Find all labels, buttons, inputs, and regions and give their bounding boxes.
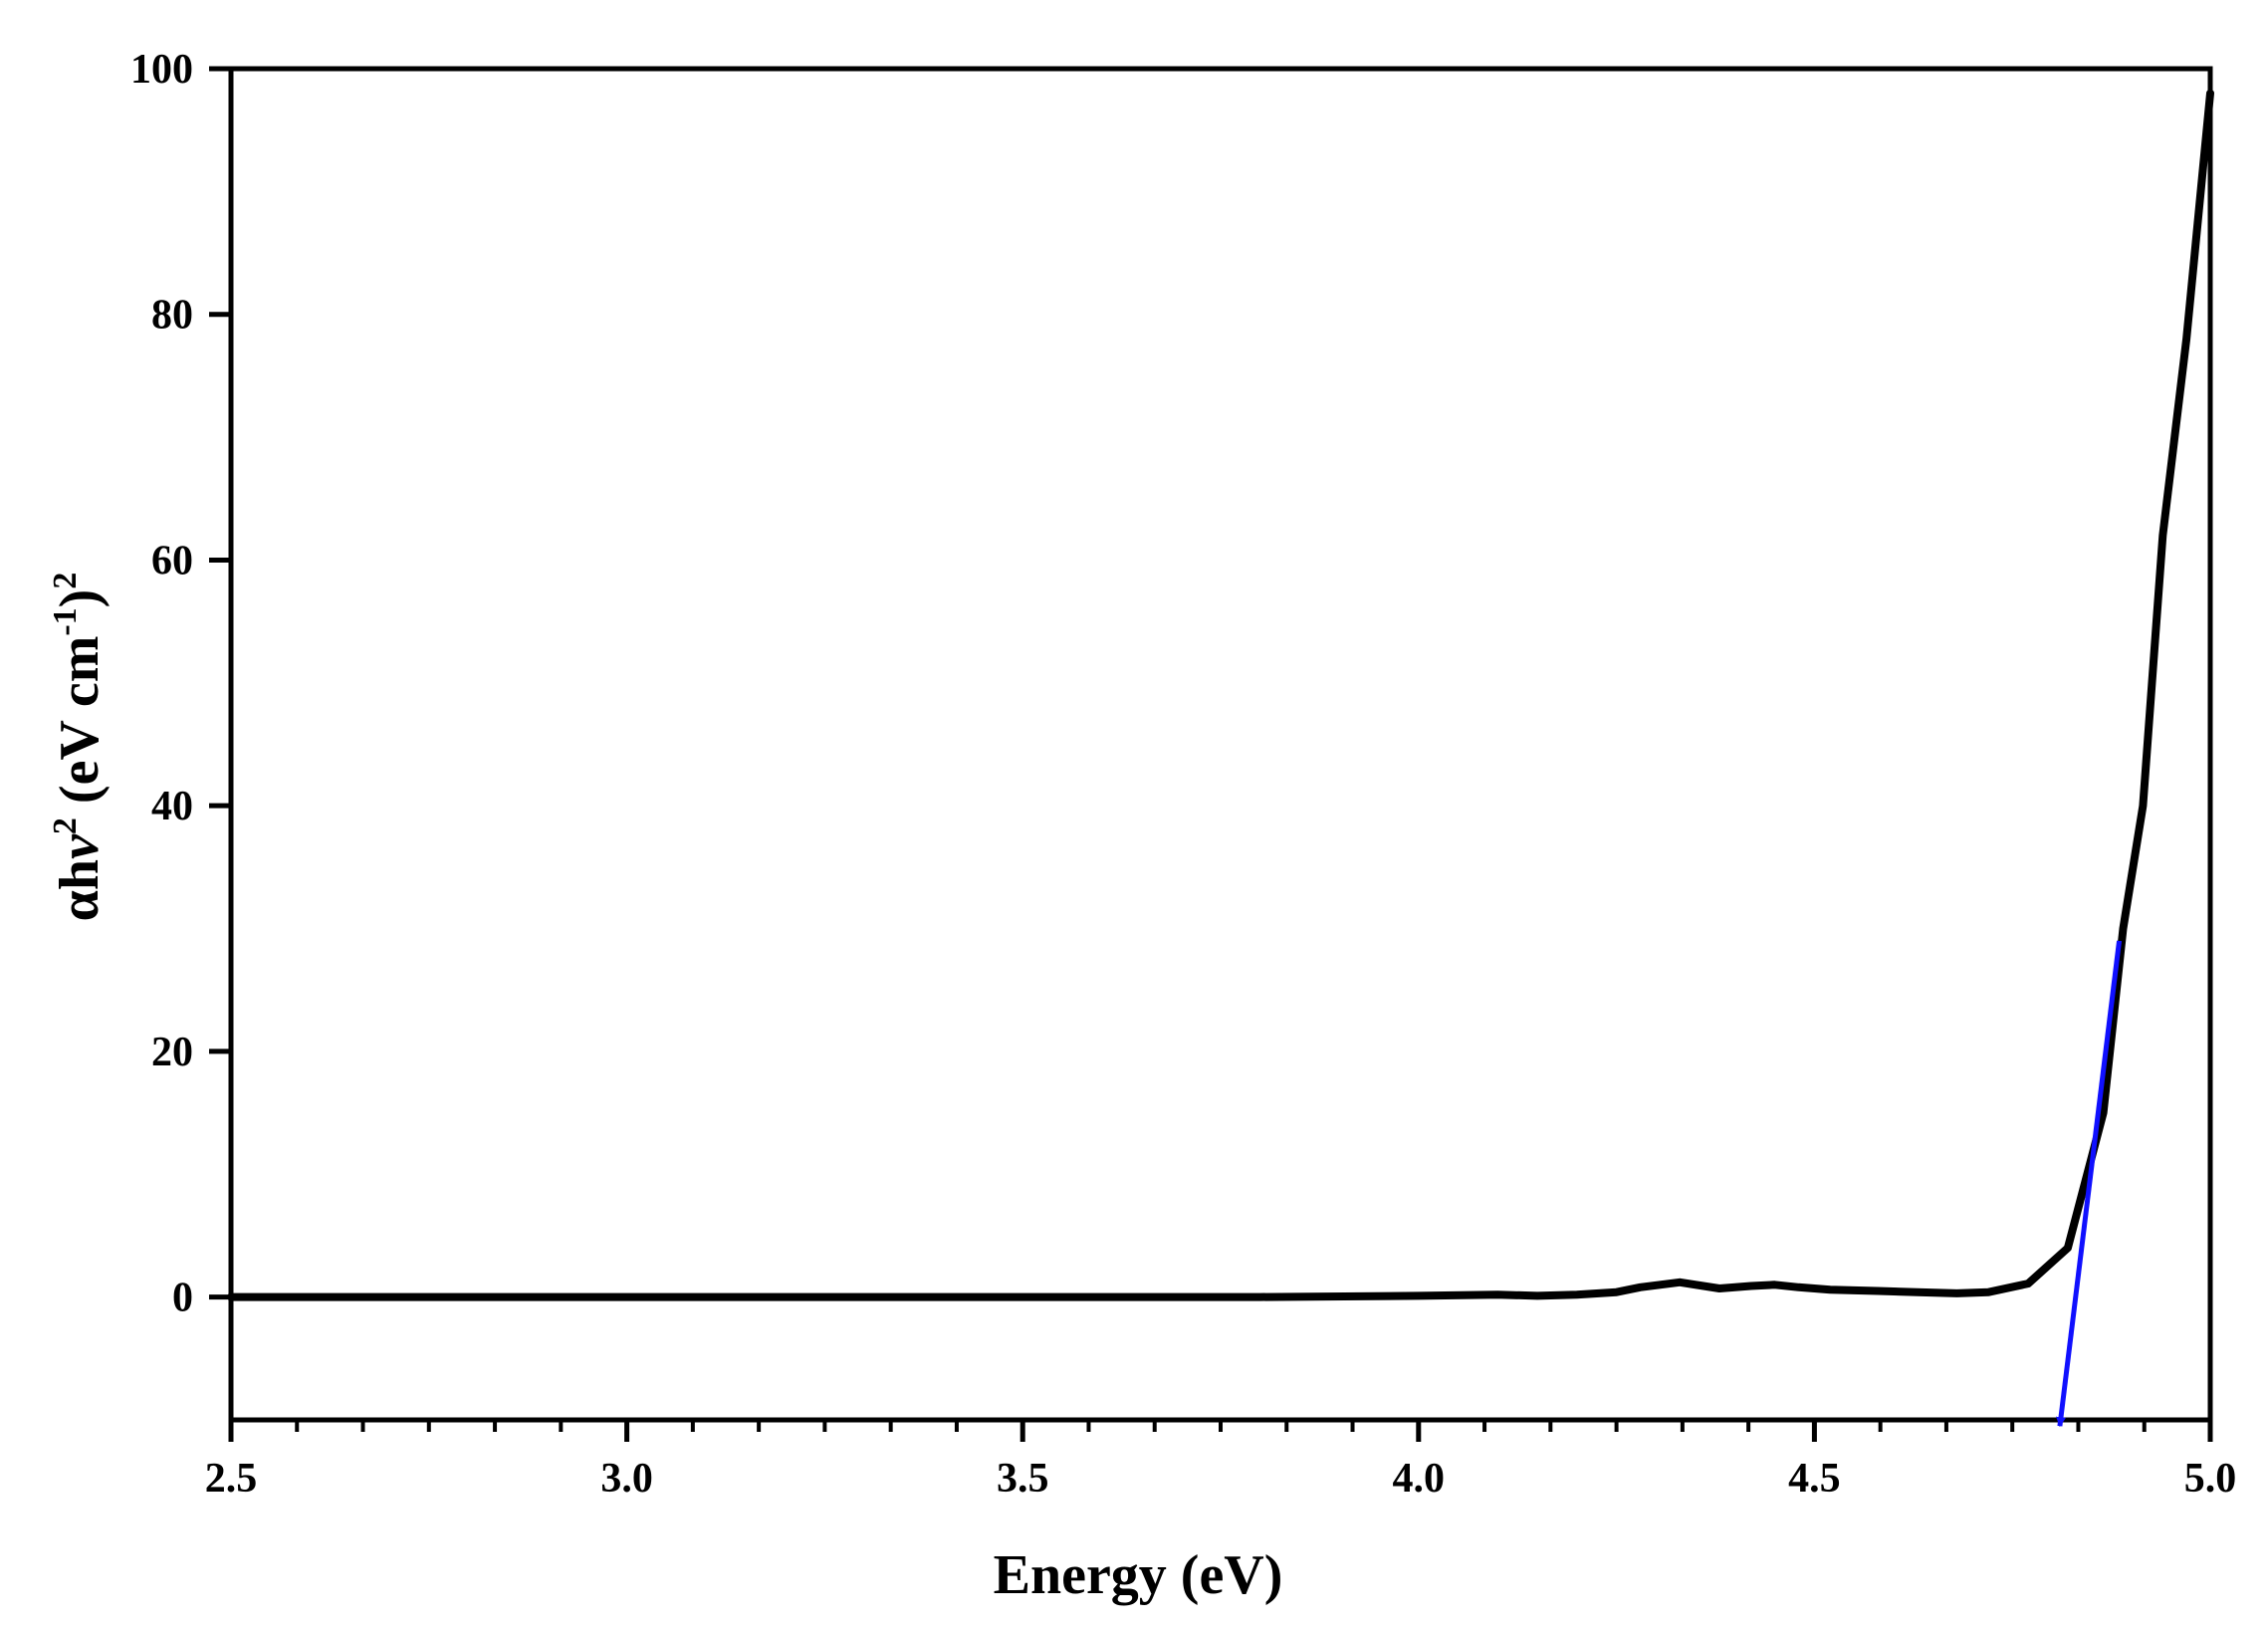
x-tick-label: 3.5: [997, 1456, 1049, 1502]
y-axis-title: αhν2 (eV cm-1)2: [47, 573, 111, 922]
y-title-units-open: (eV cm: [49, 636, 111, 817]
tangent-arrow: [2056, 940, 2123, 1428]
y-tick-label: 80: [151, 293, 193, 339]
plot-frame: [228, 66, 2213, 1423]
y-title-sup-neg1: -1: [47, 607, 84, 635]
y-title-sup-outer: 2: [47, 573, 84, 589]
y-title-sup-2: 2: [47, 817, 84, 834]
y-title-close: ): [49, 589, 111, 608]
x-axis-title: Energy (eV): [994, 1544, 1283, 1606]
series-layer: [227, 89, 2214, 1301]
y-tick-label: 0: [172, 1276, 193, 1321]
y-tick-label: 60: [151, 538, 193, 583]
y-tick-label: 100: [130, 47, 193, 93]
x-tick-label: 4.0: [1393, 1456, 1446, 1502]
x-tick-label: 5.0: [2184, 1456, 2237, 1502]
annotation-layer: [2056, 940, 2123, 1428]
x-tick-label: 4.5: [1788, 1456, 1841, 1502]
x-tick-label: 2.5: [205, 1456, 258, 1502]
y-title-alpha: α: [49, 890, 111, 921]
y-tick-label: 20: [151, 1030, 193, 1075]
y-tick-label: 40: [151, 784, 193, 829]
y-axis-ticks: 0 20 40 60 80 100: [130, 47, 231, 1321]
y-title-h: h: [49, 859, 111, 890]
x-tick-label: 3.0: [600, 1456, 653, 1502]
x-axis-ticks: 2.5 3.0 3.5 4.0 4.5 5.0: [205, 1420, 2237, 1502]
y-title-nu: ν: [49, 833, 111, 859]
series-line: [227, 89, 2214, 1301]
